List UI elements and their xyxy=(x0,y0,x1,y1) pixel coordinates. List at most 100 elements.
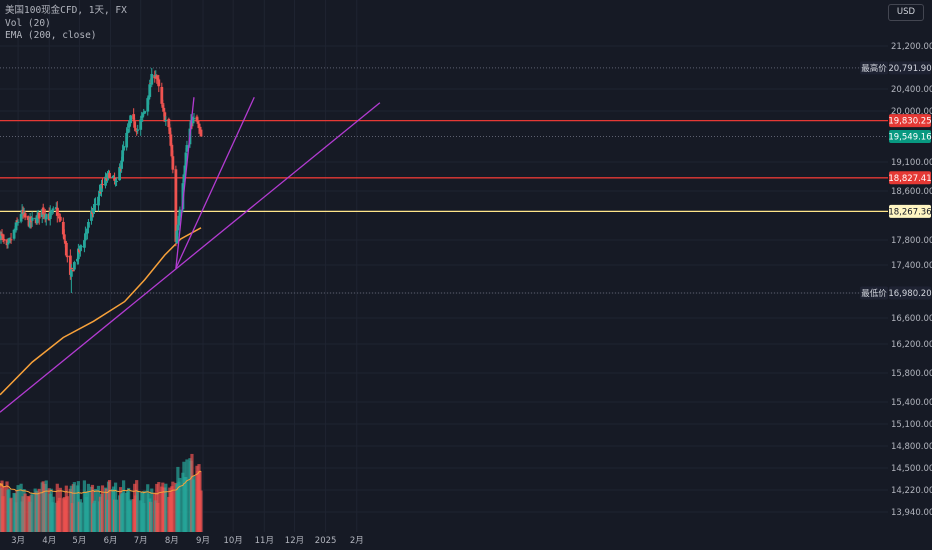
candle-body xyxy=(84,233,87,241)
candle-body xyxy=(30,217,34,221)
volume-bars xyxy=(0,453,203,532)
volume-bar xyxy=(79,502,84,532)
candle-body xyxy=(177,215,181,226)
candle-body xyxy=(65,255,69,258)
candle-body xyxy=(79,245,82,251)
price-label-box xyxy=(889,130,931,144)
candle-body xyxy=(93,204,96,208)
trendline[interactable] xyxy=(0,102,381,413)
candle-body xyxy=(94,203,97,205)
x-tick-label: 8月 xyxy=(165,536,179,546)
candle-body xyxy=(26,216,30,220)
candle-body xyxy=(135,131,139,133)
volume-bar xyxy=(72,482,76,532)
volume-bar xyxy=(58,487,62,532)
candle-body xyxy=(115,180,118,182)
volume-bar xyxy=(157,482,161,532)
price-label-value: 19,549.16 xyxy=(888,133,931,143)
candle-body xyxy=(183,165,187,176)
price-label-box xyxy=(889,114,931,128)
candle-body xyxy=(98,190,101,196)
candle-body xyxy=(128,121,132,127)
candle-body xyxy=(132,114,136,120)
candle-body xyxy=(62,234,66,240)
y-tick-label: 15,800.00 xyxy=(891,369,932,379)
time-axis[interactable]: 3月 4月 5月 6月 7月 8月 9月 10月 11月 12月 2025 2月 xyxy=(11,536,364,546)
chart-grid xyxy=(0,0,888,532)
candle-body xyxy=(176,224,180,231)
candle-body xyxy=(199,129,203,137)
volume-indicator-label[interactable]: Vol (20) xyxy=(5,17,51,29)
volume-bar xyxy=(37,488,41,532)
candle-body xyxy=(71,269,75,272)
volume-bar xyxy=(171,481,175,532)
x-tick-label: 9月 xyxy=(196,536,210,546)
price-label-box xyxy=(889,204,931,218)
trendline[interactable] xyxy=(175,96,255,269)
candle-body xyxy=(90,210,93,221)
high-low-dotted-lines xyxy=(0,67,888,294)
candle-body xyxy=(80,246,83,248)
candle-body xyxy=(55,207,59,216)
price-label-value: 20,791.90 xyxy=(888,64,931,74)
candle-body xyxy=(0,233,4,236)
trendline[interactable] xyxy=(175,97,195,269)
candle-body xyxy=(156,78,160,81)
ema-indicator-label[interactable]: EMA (200, close) xyxy=(5,30,97,41)
symbol-title[interactable]: 美国100现金CFD, 1天, FX xyxy=(5,5,127,16)
candle-body xyxy=(150,74,154,85)
x-tick-label: 2月 xyxy=(350,536,364,546)
x-tick-label: 10月 xyxy=(223,536,242,546)
horizontal-levels[interactable] xyxy=(0,119,888,213)
candle-body xyxy=(51,208,55,210)
x-tick-label: 2025 xyxy=(315,536,337,546)
candle-body xyxy=(118,167,121,181)
candle-body xyxy=(178,209,182,218)
candle-body xyxy=(76,248,80,260)
y-tick-label: 21,200.00 xyxy=(891,42,932,52)
candle-body xyxy=(161,104,165,108)
candle-body xyxy=(164,120,168,122)
candle-body xyxy=(100,183,103,192)
price-label-name: 最高价 xyxy=(861,63,887,74)
candle-body xyxy=(99,191,102,193)
candle-body xyxy=(139,119,143,130)
candle-body xyxy=(87,221,90,228)
volume-bar xyxy=(100,485,105,532)
price-axis[interactable]: 21,200.00 20,400.00 20,000.00 19,100.00 18,6… xyxy=(891,42,932,518)
volume-bar xyxy=(114,499,119,532)
candle-body xyxy=(16,221,20,223)
ema-200-line xyxy=(0,227,202,396)
candle-body xyxy=(92,208,95,214)
trendlines[interactable] xyxy=(0,96,381,413)
price-label-box xyxy=(889,171,931,185)
price-label-box xyxy=(889,286,931,300)
candle-body xyxy=(171,156,175,170)
candle-body xyxy=(97,196,100,206)
candle-body xyxy=(198,127,202,130)
candle-body xyxy=(129,115,133,124)
candle-body xyxy=(21,209,25,215)
x-tick-label: 4月 xyxy=(42,536,56,546)
y-tick-label: 15,400.00 xyxy=(891,398,932,408)
candle-body xyxy=(185,145,189,152)
y-tick-label: 15,100.00 xyxy=(891,420,932,430)
y-tick-label: 14,800.00 xyxy=(891,442,932,452)
volume-bar xyxy=(65,496,69,532)
candle-body xyxy=(101,184,104,186)
candle-body xyxy=(75,258,79,262)
candle-body xyxy=(121,150,125,162)
currency-button[interactable]: USD xyxy=(888,4,924,21)
price-label-value: 18,267.36 xyxy=(888,207,931,217)
candle-body xyxy=(50,209,54,213)
candle-body xyxy=(168,127,172,135)
candle-body xyxy=(0,233,3,239)
y-tick-label: 20,400.00 xyxy=(891,85,932,95)
price-label-value: 19,830.25 xyxy=(888,117,931,127)
y-tick-label: 18,600.00 xyxy=(891,187,932,197)
volume-bar xyxy=(150,488,154,532)
candle-body xyxy=(58,216,62,221)
candle-body xyxy=(157,79,161,87)
